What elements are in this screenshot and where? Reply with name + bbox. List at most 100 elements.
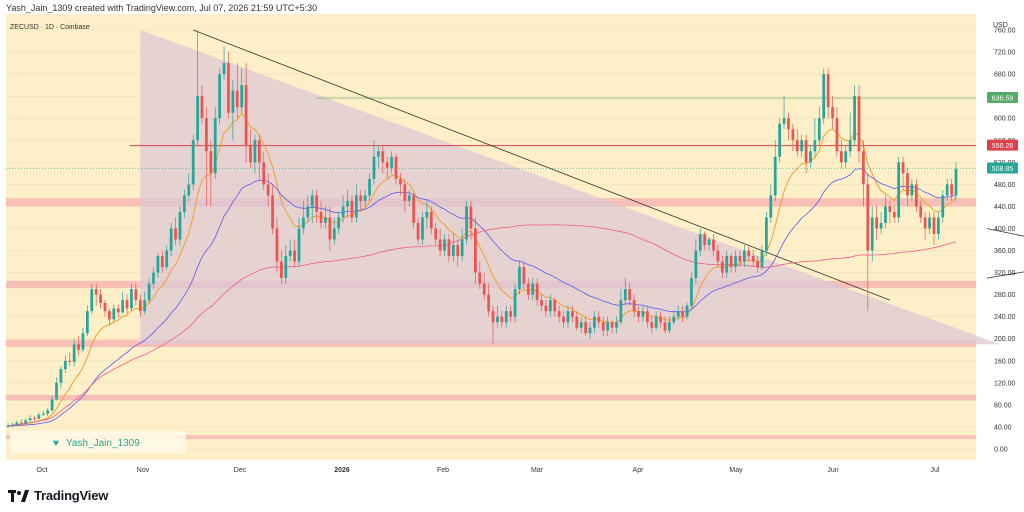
candle-body [496,316,499,323]
candle-body [884,206,887,223]
candle-body [469,206,473,229]
x-tick-label: Jul [931,467,940,474]
y-tick-label: 120.00 [994,380,1016,387]
price-label-box [987,139,1018,151]
candle-body [394,156,398,179]
candle-body [28,418,32,421]
candle-body [143,300,147,312]
candle-body [266,184,270,196]
price-label-text: 636.59 [992,96,1014,103]
candle-body [156,256,160,273]
candle-body [231,90,235,113]
candle-body [509,311,513,317]
candle-body [165,250,169,268]
candle-body [822,74,826,119]
y-tick-label: 480.00 [994,182,1016,189]
time-axis[interactable]: Oct Nov Dec 2026 Feb Mar Apr May Jun Jul [6,460,976,480]
candle-body [553,300,557,312]
candle-body [275,228,279,262]
x-tick-label: Feb [437,467,449,474]
candle-body [645,311,649,323]
price-labels: 636.59 550.28 508.85 [987,92,1018,174]
y-tick-label: 200.00 [994,336,1016,343]
candle-body [597,316,601,323]
candle-body [888,206,892,212]
y-tick-label: 720.00 [994,50,1016,57]
candle-body [531,283,535,295]
candle-body [328,217,332,240]
candle-body [800,140,804,152]
y-tick-label: 360.00 [994,248,1016,255]
descending-trendline [193,29,891,301]
candle-body [518,267,521,290]
price-label-box [987,92,1018,104]
y-tick-label: 600.00 [994,116,1016,123]
tradingview-logo[interactable]: TradingView [8,488,108,503]
candle-body [712,239,715,251]
y-tick-label: 160.00 [994,358,1016,365]
candle-body [773,156,777,196]
candle-body [535,283,539,301]
candle-body [134,289,138,301]
candle-body [623,289,627,301]
candle-body [130,289,133,309]
candle-body [866,184,870,251]
candle-body [848,140,852,152]
candle-body [350,200,354,218]
candle-body [782,118,786,124]
candle-body [579,322,583,328]
candle-body [769,195,773,218]
candle-body [244,85,248,146]
candle-body [319,211,323,223]
candle-body [690,278,693,306]
candle-body [112,308,116,320]
candle-body [425,211,429,218]
y-tick-label: 440.00 [994,204,1016,211]
candle-body [302,217,305,229]
candle-body [914,184,918,207]
candle-body [478,272,482,284]
candle-body [844,151,848,163]
x-tick-label: Nov [137,467,150,474]
candle-body [147,283,151,301]
x-tick-label: Apr [633,467,645,474]
candle-body [456,245,460,257]
candle-body [632,300,636,312]
y-tick-label: 400.00 [994,226,1016,233]
candle-body [293,250,296,262]
candle-body [615,322,618,328]
axis-background [976,14,1020,460]
candle-body [813,140,817,152]
candle-body [482,283,486,295]
candle-body [332,228,336,240]
candle-body [941,195,945,218]
candle-body [288,250,292,257]
candles [6,30,958,429]
candle-body [407,195,411,201]
horizontal-levels [6,97,976,169]
candle-body [108,311,111,320]
candle-body [33,418,36,419]
ema-fast-line [7,112,957,427]
candle-body [725,256,729,273]
candle-body [831,107,834,119]
candle-body [46,410,50,414]
candle-body [11,424,14,426]
candle-body [86,311,89,334]
moving-averages [7,112,957,427]
trend-lines [193,29,1024,301]
candle-body [227,63,230,113]
candle-body [862,151,865,185]
candle-body [826,74,830,108]
candle-body [729,256,733,268]
candle-body [138,300,142,312]
candle-body [738,256,742,262]
candle-body [315,195,319,212]
candle-body [681,311,684,317]
candle-body [910,184,914,196]
candle-body [747,250,751,257]
candle-body [906,173,909,196]
candle-body [187,184,191,196]
x-tick-label: Mar [531,467,544,474]
